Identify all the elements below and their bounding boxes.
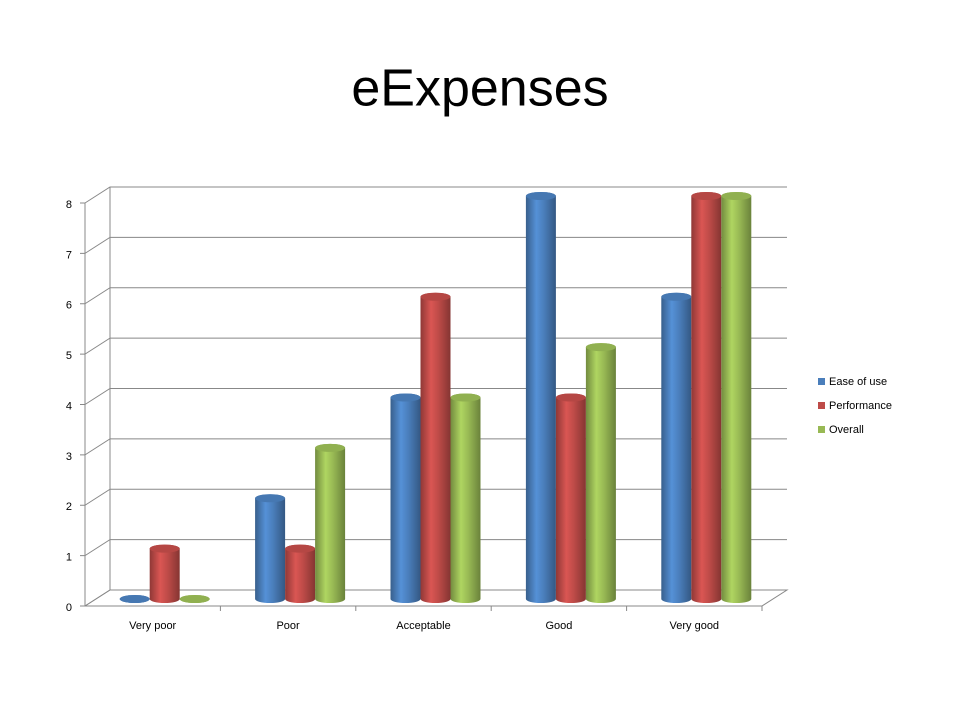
bar <box>450 393 481 603</box>
bar <box>285 544 316 603</box>
bar-cap <box>149 544 180 553</box>
grid-line <box>84 236 787 254</box>
x-tick-label: Very good <box>670 620 720 632</box>
bar-cap <box>525 192 556 200</box>
bar-cap <box>179 595 210 603</box>
bar-cap <box>450 393 481 402</box>
bar-cap <box>721 192 752 200</box>
bar-cap <box>661 292 692 301</box>
legend-swatch <box>818 378 825 385</box>
y-tick-label: 7 <box>66 249 72 261</box>
bar <box>315 443 346 603</box>
x-tick-label: Acceptable <box>396 620 450 632</box>
legend-label: Overall <box>829 424 864 436</box>
bar <box>420 292 451 603</box>
bar <box>390 393 421 603</box>
grid-line <box>84 337 787 355</box>
grid-line <box>84 388 787 405</box>
y-tick-label: 2 <box>66 501 72 513</box>
bar-cap <box>285 544 316 553</box>
bar-cap <box>555 393 586 402</box>
bar-cap <box>315 443 346 452</box>
y-tick-label: 4 <box>66 400 72 412</box>
chart-title: eExpenses <box>351 60 608 118</box>
grid-line <box>84 287 787 305</box>
y-tick-label: 0 <box>66 602 72 614</box>
bar <box>691 192 722 603</box>
legend-swatch <box>818 402 825 409</box>
y-tick-label: 3 <box>66 451 72 463</box>
legend-swatch <box>818 426 825 433</box>
bar-cap <box>420 292 451 301</box>
x-tick-label: Good <box>545 620 572 632</box>
bar-cap <box>255 494 286 503</box>
bar <box>255 494 286 603</box>
grid-line <box>84 186 787 204</box>
bar <box>525 192 556 603</box>
bar-cap <box>691 192 722 200</box>
x-tick-label: Very poor <box>129 620 176 632</box>
bar <box>721 192 752 603</box>
y-tick-label: 8 <box>66 199 72 211</box>
legend-label: Performance <box>829 400 892 412</box>
y-tick-label: 1 <box>66 552 72 564</box>
bar <box>585 343 616 603</box>
bar-cap <box>119 595 150 603</box>
bar <box>555 393 586 603</box>
x-tick-label: Poor <box>276 620 300 632</box>
bar-cap <box>585 343 616 352</box>
legend-label: Ease of use <box>829 376 887 388</box>
bar-cap <box>390 393 421 402</box>
y-tick-label: 5 <box>66 350 72 362</box>
bar <box>661 292 692 603</box>
bar <box>149 544 180 603</box>
y-tick-label: 6 <box>66 300 72 312</box>
